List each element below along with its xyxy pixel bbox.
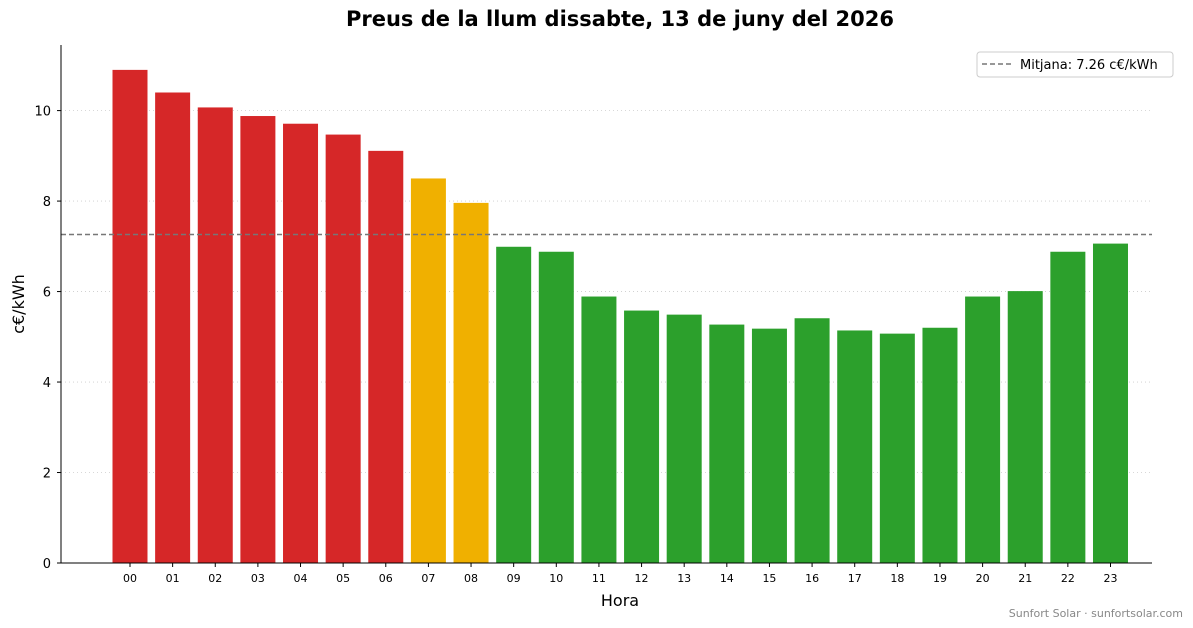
bar-19: [922, 327, 958, 563]
bar-09: [496, 246, 532, 563]
x-tick-label: 14: [720, 572, 734, 585]
x-tick-label: 21: [1018, 572, 1032, 585]
y-tick-label: 2: [43, 467, 51, 482]
x-tick-label: 03: [251, 572, 265, 585]
bar-17: [837, 330, 873, 563]
y-tick-label: 10: [34, 105, 51, 120]
bar-18: [879, 333, 915, 563]
bar-06: [368, 150, 404, 564]
bar-01: [155, 92, 191, 563]
x-tick-label: 20: [976, 572, 990, 585]
x-tick-labels: 00 01 02 03 04 05 06 07 08 09 10 11 12 13 14 15 16 17 18 19…: [123, 563, 1117, 585]
bar-03: [240, 116, 276, 564]
x-tick-label: 22: [1061, 572, 1075, 585]
legend-mean-label: Mitjana: 7.26 c€/kWh: [1020, 58, 1158, 73]
x-tick-label: 18: [890, 572, 904, 585]
bar-08: [453, 202, 489, 563]
bar-15: [751, 328, 787, 563]
y-tick-label: 0: [43, 557, 51, 572]
x-tick-label: 11: [592, 572, 606, 585]
x-tick-label: 16: [805, 572, 819, 585]
chart-title: Preus de la llum dissabte, 13 de juny de…: [346, 7, 894, 31]
legend: Mitjana: 7.26 c€/kWh: [976, 51, 1174, 78]
bar-04: [283, 123, 319, 564]
x-tick-label: 13: [677, 572, 691, 585]
bar-14: [709, 324, 745, 563]
x-tick-label: 15: [762, 572, 776, 585]
bar-10: [538, 251, 574, 563]
legend-box: [976, 51, 1174, 78]
y-tick-label: 8: [43, 195, 51, 210]
y-tick-labels: 0 2 4 6 8 10: [34, 105, 61, 572]
x-tick-label: 00: [123, 572, 137, 585]
x-tick-label: 01: [166, 572, 180, 585]
x-tick-label: 05: [336, 572, 350, 585]
bars-group: [112, 69, 1128, 564]
x-tick-label: 17: [848, 572, 862, 585]
bar-23: [1092, 243, 1128, 563]
bar-00: [112, 69, 148, 564]
axes: [60, 45, 1152, 564]
bar-16: [794, 318, 830, 563]
x-tick-label: 19: [933, 572, 947, 585]
x-tick-label: 09: [507, 572, 521, 585]
footer-credit: Sunfort Solar · sunfortsolar.com: [1009, 607, 1183, 620]
y-axis-label: c€/kWh: [9, 274, 28, 334]
bar-22: [1050, 251, 1086, 563]
x-tick-label: 04: [294, 572, 308, 585]
bar-07: [410, 178, 446, 564]
y-tick-label: 4: [43, 376, 51, 391]
bar-05: [325, 134, 361, 563]
bar-12: [624, 310, 660, 563]
x-tick-label: 07: [421, 572, 435, 585]
x-tick-label: 23: [1103, 572, 1117, 585]
bar-13: [666, 314, 702, 563]
x-tick-label: 10: [549, 572, 563, 585]
bar-20: [965, 296, 1001, 563]
x-tick-label: 12: [635, 572, 649, 585]
x-tick-label: 06: [379, 572, 393, 585]
bar-02: [197, 107, 233, 563]
x-tick-label: 08: [464, 572, 478, 585]
x-axis-label: Hora: [601, 591, 639, 610]
bar-11: [581, 296, 617, 563]
bar-21: [1007, 291, 1043, 563]
y-tick-label: 6: [43, 286, 51, 301]
x-tick-label: 02: [208, 572, 222, 585]
